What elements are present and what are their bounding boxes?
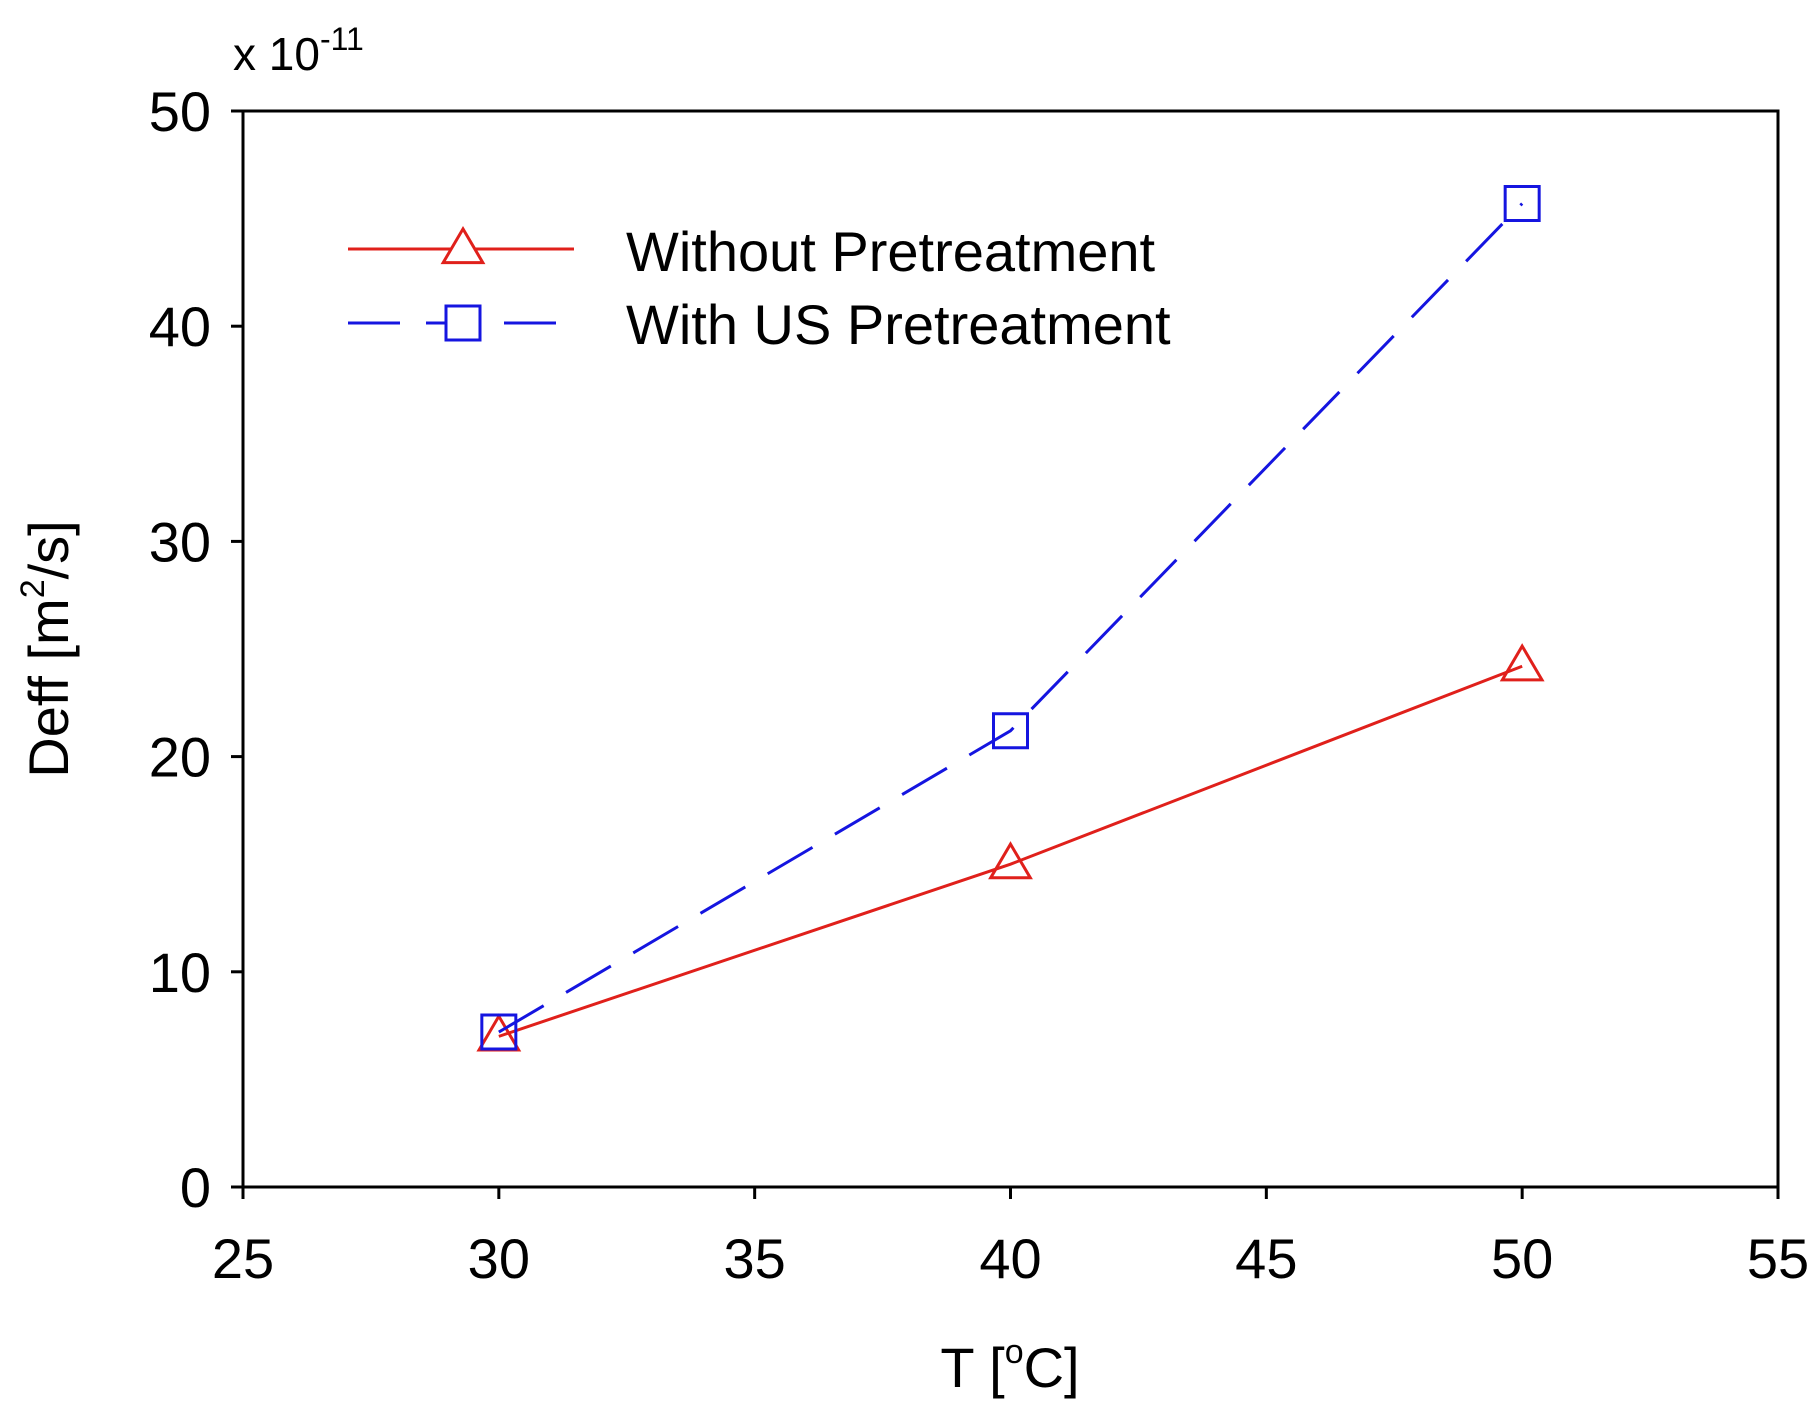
series-layer <box>476 185 1545 1052</box>
legend-entry-without-pretreatment: Without Pretreatment <box>348 220 1156 283</box>
data-point-triangle-without-pretreatment <box>1499 643 1545 682</box>
x-tick-label: 55 <box>1747 1227 1809 1290</box>
x-tick-label: 40 <box>979 1227 1041 1290</box>
legend-label-without-pretreatment: Without Pretreatment <box>626 220 1156 283</box>
legend-label-with-us-pretreatment: With US Pretreatment <box>626 293 1171 356</box>
y-tick-label: 30 <box>149 510 211 573</box>
y-axis-title-rest: /s] <box>17 520 80 579</box>
legend: Without Pretreatment With US Pretreatmen… <box>348 220 1171 356</box>
data-point-triangle-without-pretreatment <box>988 841 1033 880</box>
y-axis-title-main: Deff [m <box>17 598 80 777</box>
scale-factor-label: x 10-11 <box>233 21 364 80</box>
x-axis-title-rest: C] <box>1024 1336 1080 1399</box>
legend-marker-square <box>444 304 482 342</box>
x-tick-label: 45 <box>1235 1227 1297 1290</box>
y-tick-label: 20 <box>149 726 211 789</box>
data-point-square-with-us-pretreatment <box>1503 185 1541 223</box>
x-axis-title-main: T [ <box>940 1336 1005 1399</box>
y-tick-label: 0 <box>180 1156 211 1219</box>
x-tick-label: 25 <box>212 1227 274 1290</box>
x-axis: 25 30 35 40 45 50 55 <box>212 1187 1809 1290</box>
y-tick-label: 50 <box>149 80 211 143</box>
y-axis-title: Deff [m2/s] <box>14 520 80 778</box>
x-tick-label: 35 <box>724 1227 786 1290</box>
legend-marker-triangle <box>440 225 486 265</box>
x-axis-title-sup: o <box>1005 1333 1024 1371</box>
x-tick-label: 50 <box>1491 1227 1553 1290</box>
x-axis-title: T [oC] <box>940 1333 1079 1399</box>
series-line-without-pretreatment <box>498 664 1523 1038</box>
scale-factor-prefix: x 10 <box>233 28 320 80</box>
legend-entry-with-us-pretreatment: With US Pretreatment <box>348 293 1171 356</box>
y-axis: 0 10 20 30 40 50 <box>149 80 243 1219</box>
y-tick-label: 40 <box>149 295 211 358</box>
series-line-with-us-pretreatment <box>498 202 1524 1034</box>
x-tick-label: 30 <box>468 1227 530 1290</box>
y-axis-title-sup: 2 <box>14 579 52 598</box>
data-point-square-with-us-pretreatment <box>992 712 1029 750</box>
scale-factor-exponent: -11 <box>320 21 364 57</box>
data-point-square-with-us-pretreatment <box>480 1013 518 1051</box>
y-tick-label: 10 <box>149 941 211 1004</box>
